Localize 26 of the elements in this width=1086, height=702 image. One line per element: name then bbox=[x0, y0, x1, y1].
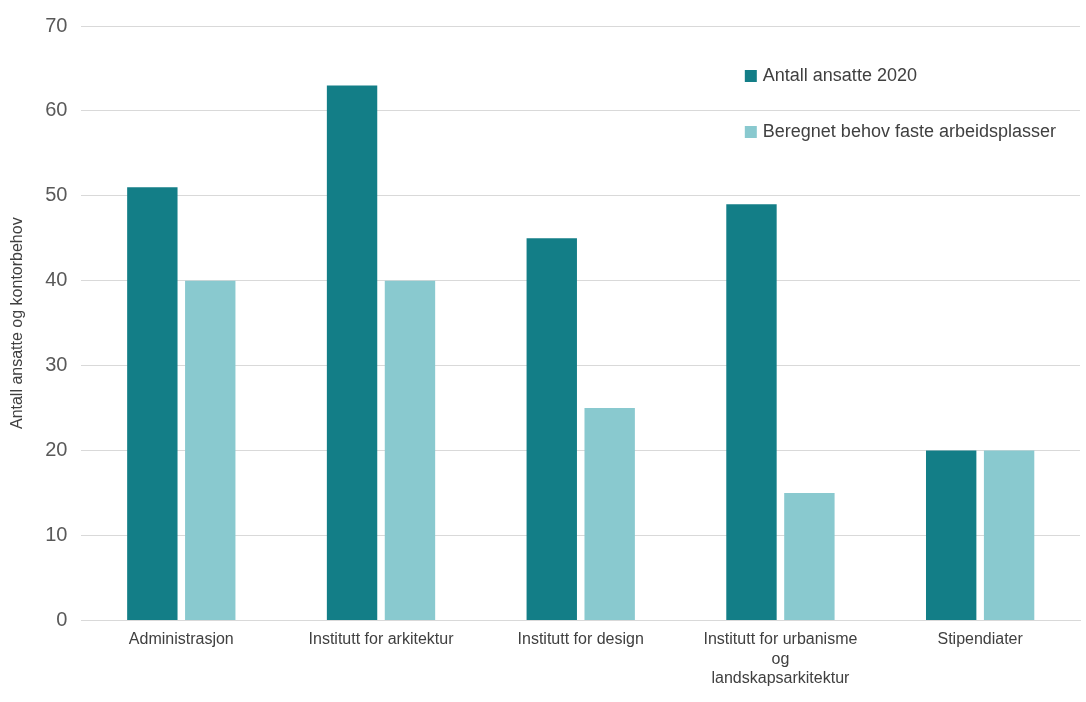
bar bbox=[384, 280, 436, 620]
y-axis-title: Antall ansatte og kontorbehov bbox=[8, 217, 26, 430]
bar bbox=[526, 238, 577, 620]
bar bbox=[185, 280, 236, 620]
y-tick-label: 50 bbox=[45, 183, 68, 206]
y-tick-label: 70 bbox=[45, 13, 68, 36]
legend-label: Beregnet behov faste arbeidsplasser bbox=[762, 120, 1057, 141]
bar bbox=[326, 85, 378, 620]
y-tick-label: 20 bbox=[45, 438, 68, 461]
y-tick-label: 30 bbox=[45, 353, 68, 376]
bar bbox=[784, 493, 835, 620]
x-tick-label: Institutt for design bbox=[517, 630, 644, 648]
bar bbox=[983, 450, 1035, 620]
x-tick-label: Stipendiater bbox=[937, 630, 1024, 648]
bar bbox=[925, 450, 977, 620]
bar bbox=[726, 204, 777, 620]
bar bbox=[584, 408, 635, 620]
legend-label: Antall ansatte 2020 bbox=[762, 64, 917, 85]
y-tick-label: 0 bbox=[56, 607, 68, 630]
x-tick-label: Institutt for urbanisme og landskapsarkitektur bbox=[703, 630, 858, 686]
x-tick-label: Institutt for arkitektur bbox=[308, 630, 455, 648]
y-tick-label: 10 bbox=[45, 523, 68, 545]
bar bbox=[127, 187, 178, 620]
y-tick-label: 60 bbox=[45, 98, 68, 121]
y-tick-label: 40 bbox=[45, 268, 68, 291]
x-tick-label: Administrasjon bbox=[128, 630, 234, 648]
